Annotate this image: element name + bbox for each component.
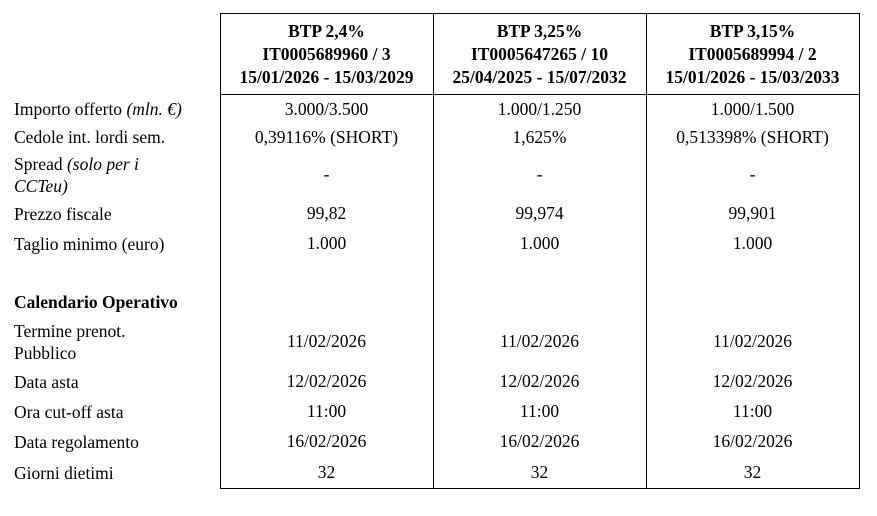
cell-value: 1,625% xyxy=(432,123,647,151)
bond-period: 25/04/2025 - 15/07/2032 xyxy=(452,66,627,87)
row-label: Ora cut-off asta xyxy=(14,401,124,422)
cell-value: 99,82 xyxy=(219,198,434,229)
row-label: Data regolamento xyxy=(14,431,139,452)
header-blank xyxy=(10,14,220,95)
row-label: Termine prenot. Pubblico xyxy=(14,320,126,363)
row-label: Taglio minimo (euro) xyxy=(14,233,165,254)
cell-value: 0,513398% (SHORT) xyxy=(645,123,860,151)
cell-value: 1.000 xyxy=(219,228,434,259)
row-regolamento: Data regolamento 16/02/2026 16/02/2026 1… xyxy=(10,426,860,457)
cell-value: 11:00 xyxy=(219,396,434,427)
row-label: Prezzo fiscale xyxy=(14,203,112,224)
cell-value: - xyxy=(219,150,434,199)
cell-value: - xyxy=(432,150,647,199)
row-section: Calendario Operativo xyxy=(10,286,860,317)
row-label: Giorni dietimi xyxy=(14,462,114,483)
cell-value: 12/02/2026 xyxy=(219,366,434,397)
bond-isin: IT0005647265 / 10 xyxy=(470,43,609,64)
row-prezzo: Prezzo fiscale 99,82 99,974 99,901 xyxy=(10,198,860,229)
cell-value: 32 xyxy=(432,456,647,489)
cell-value: 1.000/1.250 xyxy=(432,94,647,124)
cell-value: 12/02/2026 xyxy=(432,366,647,397)
row-dietimi: Giorni dietimi 32 32 32 xyxy=(10,456,860,489)
row-cutoff: Ora cut-off asta 11:00 11:00 11:00 xyxy=(10,396,860,427)
cell-value: 16/02/2026 xyxy=(432,426,647,457)
cell-value: - xyxy=(645,150,860,199)
bond-isin: IT0005689994 / 2 xyxy=(688,43,817,64)
row-label: Cedole int. lordi sem. xyxy=(14,127,166,147)
cell-value: 11/02/2026 xyxy=(432,316,647,367)
cell-value: 16/02/2026 xyxy=(219,426,434,457)
bond-period: 15/01/2026 - 15/03/2029 xyxy=(239,66,414,87)
cell-value: 11/02/2026 xyxy=(645,316,860,367)
row-asta: Data asta 12/02/2026 12/02/2026 12/02/20… xyxy=(10,366,860,397)
cell-value: 11:00 xyxy=(432,396,647,427)
cell-value: 11:00 xyxy=(645,396,860,427)
bond-header-3: BTP 3,15% IT0005689994 / 2 15/01/2026 - … xyxy=(645,13,860,95)
cell-value: 3.000/3.500 xyxy=(219,94,434,124)
row-label: Importo offerto (mln. €) xyxy=(14,99,182,119)
bond-header-1: BTP 2,4% IT0005689960 / 3 15/01/2026 - 1… xyxy=(219,13,434,95)
cell-value: 12/02/2026 xyxy=(645,366,860,397)
cell-value: 99,974 xyxy=(432,198,647,229)
bond-isin: IT0005689960 / 3 xyxy=(262,43,391,64)
header-row: BTP 2,4% IT0005689960 / 3 15/01/2026 - 1… xyxy=(10,13,860,95)
cell-value: 99,901 xyxy=(645,198,860,229)
bond-title: BTP 3,15% xyxy=(709,20,796,41)
cell-value: 1.000 xyxy=(645,228,860,259)
cell-value: 0,39116% (SHORT) xyxy=(219,123,434,151)
row-importo: Importo offerto (mln. €) 3.000/3.500 1.0… xyxy=(10,94,860,124)
row-termine: Termine prenot. Pubblico 11/02/2026 11/0… xyxy=(10,316,860,367)
row-cedole: Cedole int. lordi sem. 0,39116% (SHORT) … xyxy=(10,123,860,151)
row-taglio: Taglio minimo (euro) 1.000 1.000 1.000 xyxy=(10,228,860,259)
cell-value: 32 xyxy=(645,456,860,489)
cell-value: 11/02/2026 xyxy=(219,316,434,367)
cell-value: 1.000/1.500 xyxy=(645,94,860,124)
row-spread: Spread (solo per i CCTeu) - - - xyxy=(10,150,860,199)
bond-header-2: BTP 3,25% IT0005647265 / 10 25/04/2025 -… xyxy=(432,13,647,95)
cell-value: 16/02/2026 xyxy=(645,426,860,457)
bond-title: BTP 3,25% xyxy=(496,20,583,41)
row-spacer xyxy=(10,258,860,287)
row-label: Spread (solo per i CCTeu) xyxy=(14,153,139,196)
cell-value: 32 xyxy=(219,456,434,489)
bond-period: 15/01/2026 - 15/03/2033 xyxy=(665,66,840,87)
auction-table: BTP 2,4% IT0005689960 / 3 15/01/2026 - 1… xyxy=(10,13,860,489)
cell-value: 1.000 xyxy=(432,228,647,259)
row-label: Data asta xyxy=(14,371,79,392)
bond-title: BTP 2,4% xyxy=(288,20,365,41)
section-title: Calendario Operativo xyxy=(14,291,178,312)
